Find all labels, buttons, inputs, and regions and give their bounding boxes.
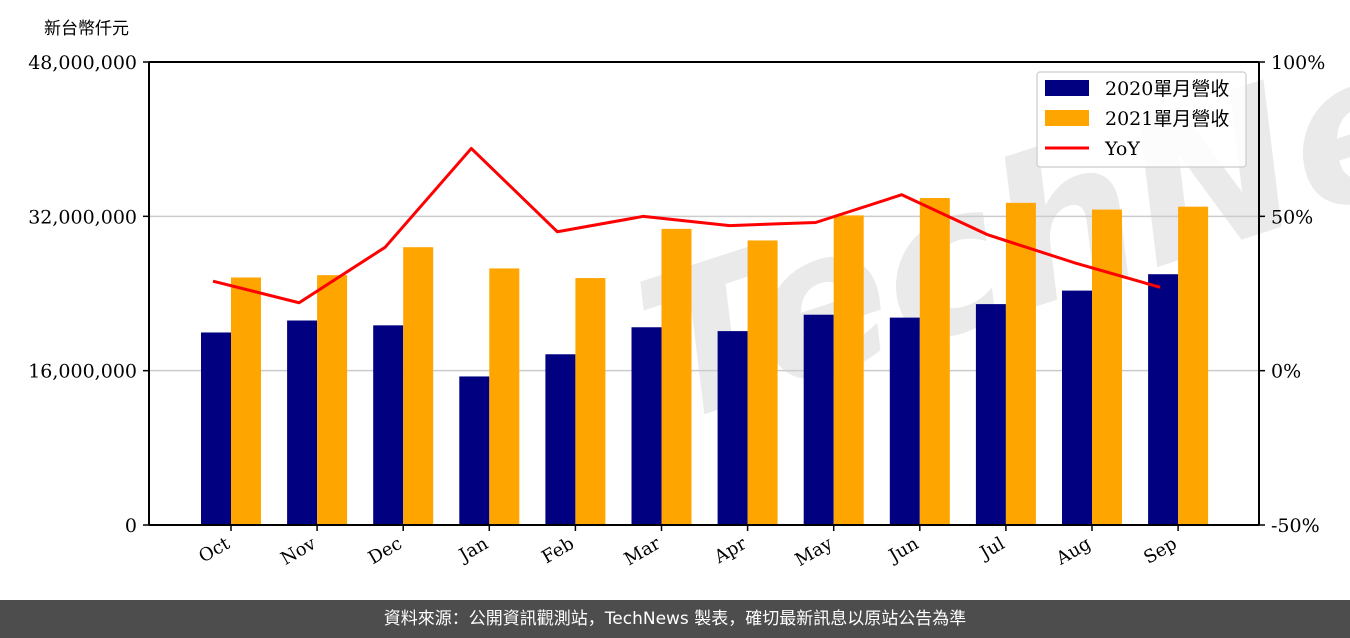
source-footer: 資料來源：公開資訊觀測站，TechNews 製表，確切最新訊息以原站公告為準 — [0, 600, 1350, 638]
legend-label: 2021單月營收 — [1105, 108, 1229, 130]
bar-2021 — [1005, 202, 1036, 525]
x-tick-label: Jun — [884, 533, 923, 568]
bar-2020 — [373, 325, 404, 525]
x-tick-label: Mar — [621, 533, 665, 570]
bar-2020 — [201, 332, 231, 525]
x-tick-label: Feb — [538, 533, 578, 568]
y2-tick-label: 0% — [1271, 361, 1301, 383]
legend-swatch — [1045, 110, 1089, 126]
y-axis-unit-label: 新台幣仟元 — [44, 19, 129, 39]
y-tick-label: 16,000,000 — [28, 361, 137, 383]
bar-2020 — [545, 354, 576, 525]
x-tick-label: Apr — [710, 533, 750, 568]
bar-2020 — [803, 314, 834, 525]
x-tick-label: Oct — [195, 533, 234, 568]
bar-2021 — [575, 278, 606, 525]
y2-tick-label: -50% — [1271, 515, 1320, 537]
legend: 2020單月營收 2021單月營收 YoY — [1036, 71, 1247, 168]
bar-2021 — [231, 277, 261, 525]
bar-2021 — [661, 228, 692, 525]
yoy-line — [212, 146, 1161, 305]
bar-2021 — [747, 240, 778, 525]
legend-label: YoY — [1104, 138, 1140, 160]
x-tick-label: Jan — [454, 533, 492, 567]
bar-2021 — [317, 275, 348, 525]
bar-2020 — [717, 331, 748, 525]
x-tick-label: May — [792, 533, 837, 571]
y-tick-label: 0 — [125, 515, 137, 537]
bar-2020 — [459, 376, 490, 525]
revenue-chart: TechNews 016,000,00032,000,00048,000,000… — [28, 0, 1350, 571]
bar-2020 — [287, 320, 318, 525]
bar-2021 — [403, 247, 434, 525]
bar-2020 — [889, 317, 920, 525]
y-tick-label: 32,000,000 — [28, 206, 137, 228]
bars — [201, 198, 1209, 526]
bar-2020 — [975, 304, 1006, 525]
y-tick-label: 48,000,000 — [28, 52, 137, 74]
x-tick-label: Nov — [277, 533, 320, 570]
bar-2021 — [1178, 206, 1209, 525]
y2-tick-label: 50% — [1271, 206, 1313, 228]
x-tick-label: Jul — [975, 533, 1009, 565]
bar-2020 — [1148, 274, 1179, 525]
x-tick-label: Aug — [1052, 533, 1095, 570]
x-tick-label: Sep — [1140, 533, 1180, 568]
bar-2020 — [1062, 290, 1092, 525]
legend-label: 2020單月營收 — [1105, 78, 1229, 100]
bar-2021 — [919, 198, 950, 525]
bar-2020 — [631, 327, 662, 525]
x-tick-label: Dec — [365, 533, 406, 569]
y2-tick-label: 100% — [1271, 52, 1325, 74]
bar-2021 — [489, 268, 520, 525]
legend-swatch — [1045, 80, 1089, 96]
bar-2021 — [1092, 209, 1122, 526]
bar-2021 — [833, 215, 864, 525]
